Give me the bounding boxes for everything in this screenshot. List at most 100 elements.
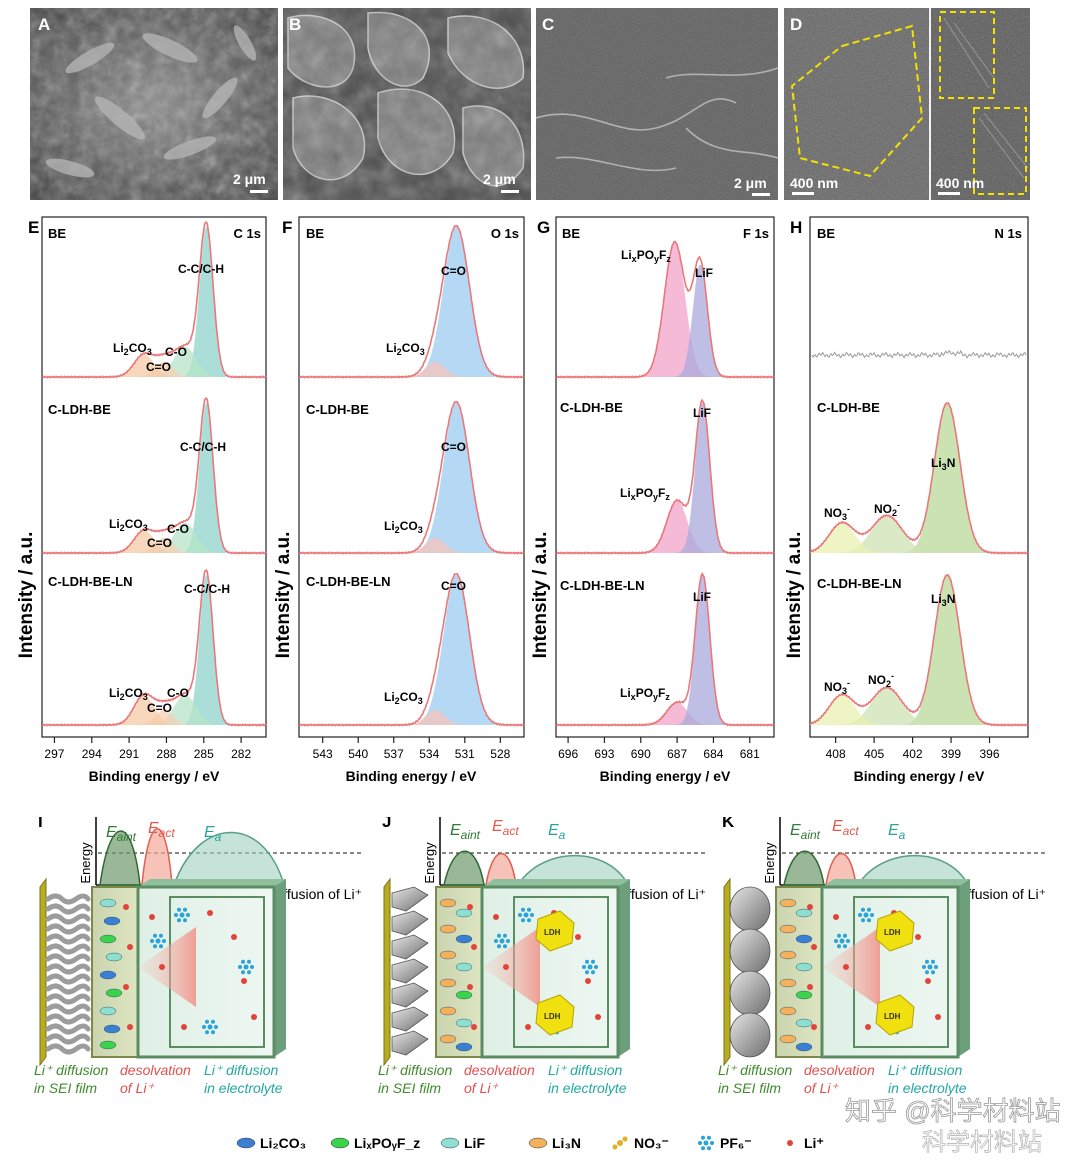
li-ion [231,934,237,940]
panel-letter: K [722,817,735,831]
highlight-box-bottom [973,107,1027,195]
li-ion [833,914,839,920]
sample-label-cldh-e: C-LDH-BE [48,402,111,417]
li-ion [207,910,213,916]
ldh-particle: LDH [875,994,915,1036]
dendrite-filament [45,923,91,935]
spectrum-be-f [298,224,525,379]
ldh-label: LDH [544,1012,561,1021]
dendrite-filament [45,963,91,975]
sei-component [105,988,123,998]
sei-component [455,934,473,944]
caption-line: desolvation [464,1062,535,1078]
sei-component [439,898,457,908]
x-tick-label: 534 [419,747,439,761]
spectrum-be-e [41,221,267,379]
peak-label-co-cldh: C-O [167,522,189,536]
energy-axis-label: Energy [78,842,93,884]
pf6-anion-icon [582,959,598,975]
sei-component [103,1024,121,1034]
label-e-act: Eact [492,818,519,838]
caption-line: of Li⁺ [120,1080,155,1096]
label-e-a: Ea [548,822,566,842]
plot-frame-g [555,216,775,738]
fitted-peak [810,695,1028,725]
li-ion [149,914,155,920]
li-ion [915,934,921,940]
sei-component [779,1006,797,1016]
envelope-line [555,240,775,379]
sei-component [455,1042,473,1052]
sem-a-letter: A [38,15,50,34]
li-ion [467,904,473,910]
li-ion [471,1024,477,1030]
panel-letter-f: F [282,218,292,237]
legend-label: LiₓPOᵧF_z [354,1135,420,1151]
sei-component [795,934,813,944]
dendrite-filament [45,993,91,1005]
li-ion [123,984,129,990]
sample-label-be-g: BE [562,226,580,241]
electrode-plate [39,877,47,1067]
dendrite-filament [45,1013,91,1025]
li-ion [127,944,133,950]
sem-a-scalebar [250,190,268,193]
pf6-anion-icon [858,907,874,923]
legend-item: Li₂CO₃ [236,1135,306,1151]
li-ion [925,978,931,984]
caption-line: of Li⁺ [464,1080,499,1096]
electrode-plate [383,877,391,1067]
xps-panel-h: H Intensity / a.u. BE N 1s C-LDH-BE Li3N… [784,216,1029,784]
envelope-line [298,400,525,555]
box-top-face [138,879,286,887]
x-tick-label: 405 [864,747,884,761]
region-label-f: O 1s [491,226,519,241]
x-ticks-g: 696 693 690 687 684 681 [558,737,760,761]
li-ion [503,964,509,970]
sample-label-be-f: BE [306,226,324,241]
li-ion [811,1024,817,1030]
x-tick-label: 297 [44,747,64,761]
peak-label-li2co3-cldh-f: Li2CO3 [384,519,423,535]
plot-frame-h [809,216,1029,738]
x-tick-label: 696 [558,747,578,761]
species-legend: Li₂CO₃ LiₓPOᵧF_z LiF Li₃N NO₃⁻ PF₆⁻ Li⁺ [236,1135,824,1151]
legend-item: PF₆⁻ [698,1135,752,1151]
sei-component [103,916,121,926]
spectrum-cldhln-h [809,573,1029,727]
peak-label-li3n-cldh: Li3N [931,456,955,472]
columnar-deposit [391,958,429,984]
schematic-panel-k: K Energy Diffusion of Li⁺ Eaint Eact Ea LDH LDH… [718,817,1048,1096]
spectrum-cldhln-e [41,569,267,727]
pf6-anion-icon [202,1019,218,1035]
hexagon-outline [790,24,924,178]
x-ticks-e: 297 294 291 288 285 282 [44,737,251,761]
peak-label-no3-cldhln: NO3- [824,678,850,696]
peak-label-c-o-double-cldh: C=O [147,536,172,550]
sei-component [795,990,813,1000]
spectrum-cldh-f [298,400,525,555]
fitted-peak [42,403,266,553]
sem-d-scalebar-label-left: 400 nm [790,175,838,191]
legend-swatch [236,1137,256,1149]
sei-component [99,898,117,908]
region-label-h: N 1s [995,226,1022,241]
xps-ylabel-h: Intensity / a.u. [784,532,805,659]
peak-label-co-cldh-f: C=O [441,440,466,454]
box-side-face [958,879,970,1057]
pf6-anion-icon [834,933,850,949]
sem-d-scalebar-label-right: 400 nm [936,175,984,191]
xps-xlabel-e: Binding energy / eV [89,768,220,784]
box-side-face [274,879,286,1057]
panel-letter-e: E [28,218,39,237]
pf6-anion-icon [238,959,254,975]
columnar-deposit [391,910,429,936]
sem-image-d: D 400 nm 400 nm [784,8,1030,200]
li-ion [127,1024,133,1030]
panel-letter-g: G [537,218,550,237]
caption-line: desolvation [804,1062,875,1078]
fitted-peak [810,515,1028,553]
caption-line: in SEI film [378,1080,441,1096]
box-side-face [618,879,630,1057]
